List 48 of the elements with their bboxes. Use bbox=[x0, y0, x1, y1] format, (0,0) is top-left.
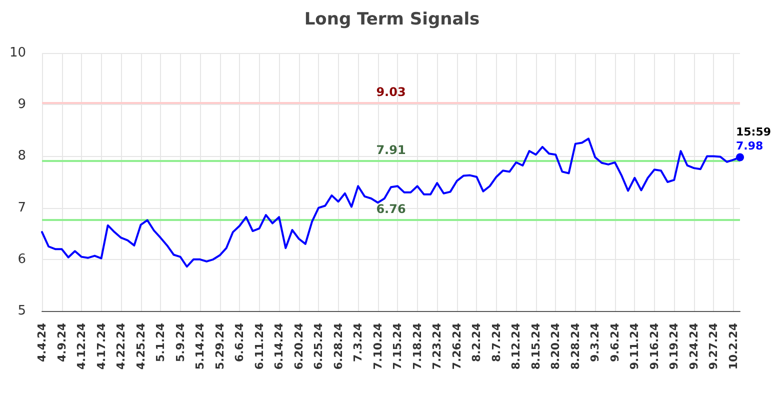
y-tick-label: 10 bbox=[9, 46, 26, 60]
x-tick-label: 9.24.24 bbox=[687, 322, 700, 370]
x-tick-label: 4.4.24 bbox=[36, 322, 48, 362]
x-tick-label: 7.10.24 bbox=[371, 322, 384, 370]
x-tick-label: 7.3.24 bbox=[352, 322, 365, 362]
chart-title: Long Term Signals bbox=[304, 10, 480, 30]
x-tick-label: 8.28.24 bbox=[568, 322, 582, 370]
y-tick-label: 7 bbox=[18, 200, 26, 216]
y-tick-label: 9 bbox=[18, 97, 26, 112]
x-tick-label: 5.14.24 bbox=[194, 322, 207, 370]
ref-line-label: 7.91 bbox=[376, 142, 406, 157]
x-tick-label: 4.25.24 bbox=[134, 322, 148, 370]
data-label: 7.98 bbox=[736, 140, 764, 153]
x-tick-label: 4.17.24 bbox=[94, 322, 108, 370]
x-tick-label: 7.18.24 bbox=[410, 322, 424, 370]
x-tick-label: 5.29.24 bbox=[213, 322, 226, 370]
x-tick-label: 7.15.24 bbox=[391, 322, 404, 370]
y-tick-label: 5 bbox=[18, 304, 26, 318]
x-tick-label: 6.25.24 bbox=[312, 322, 326, 370]
x-tick-label: 4.12.24 bbox=[75, 322, 88, 370]
x-tick-label: 9.3.24 bbox=[588, 322, 602, 362]
x-tick-label: 8.2.24 bbox=[470, 322, 484, 362]
x-tick-label: 9.27.24 bbox=[707, 322, 720, 370]
ref-line-label: 6.76 bbox=[376, 202, 406, 216]
x-tick-label: 8.7.24 bbox=[490, 322, 503, 362]
x-tick-label: 9.6.24 bbox=[608, 322, 622, 362]
x-tick-label: 6.20.24 bbox=[292, 322, 306, 370]
x-tick-label: 8.15.24 bbox=[529, 322, 542, 370]
ref-line-label: 9.03 bbox=[376, 85, 406, 100]
x-tick-label: 4.9.24 bbox=[55, 322, 68, 362]
x-tick-label: 10.2.24 bbox=[726, 322, 740, 370]
x-tick-label: 7.23.24 bbox=[430, 322, 444, 370]
annotation: 15:59 bbox=[736, 126, 772, 139]
x-tick-label: 6.14.24 bbox=[272, 322, 286, 370]
x-tick-label: 4.22.24 bbox=[114, 322, 128, 370]
x-tick-label: 6.28.24 bbox=[332, 322, 345, 370]
x-tick-label: 9.19.24 bbox=[668, 322, 681, 370]
x-tick-label: 9.16.24 bbox=[648, 322, 661, 370]
x-tick-label: 5.1.24 bbox=[154, 322, 168, 362]
x-tick-label: 7.26.24 bbox=[450, 322, 464, 370]
x-tick-label: 8.20.24 bbox=[549, 322, 562, 370]
x-tick-label: 5.9.24 bbox=[174, 322, 187, 362]
x-tick-label: 9.11.24 bbox=[628, 322, 642, 370]
x-tick-label: 6.11.24 bbox=[252, 322, 266, 370]
y-tick-label: 8 bbox=[18, 148, 26, 164]
y-tick-label: 6 bbox=[18, 252, 26, 267]
x-tick-label: 6.6.24 bbox=[233, 322, 246, 362]
x-tick-label: 8.12.24 bbox=[510, 322, 523, 370]
